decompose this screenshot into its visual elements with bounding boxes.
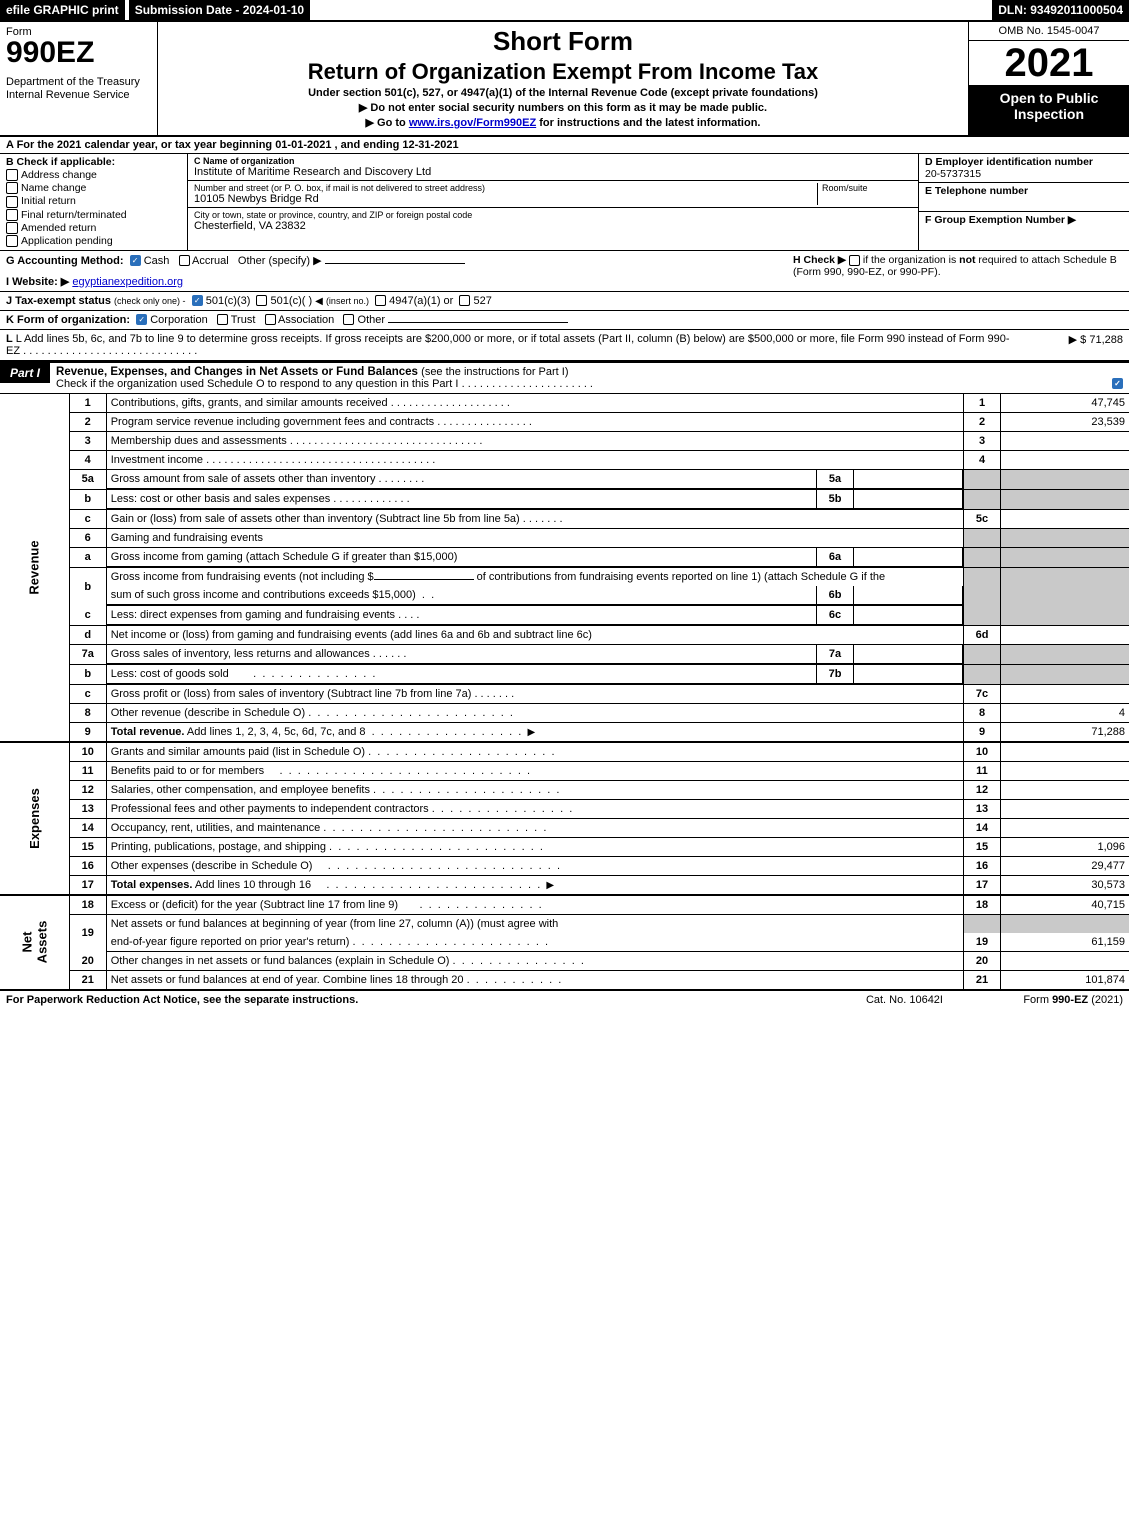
- submission-date: Submission Date - 2024-01-10: [129, 0, 310, 20]
- footer: For Paperwork Reduction Act Notice, see …: [0, 991, 1129, 1009]
- revenue-side-label: Revenue: [0, 394, 69, 742]
- line-7a: 7a Gross sales of inventory, less return…: [0, 644, 1129, 664]
- checkbox-schedule-o[interactable]: ✓: [1112, 378, 1123, 389]
- line-5a: 5a Gross amount from sale of assets othe…: [0, 469, 1129, 489]
- row-a-calendar-year: A For the 2021 calendar year, or tax yea…: [0, 137, 1129, 154]
- row-j-tax-exempt: J Tax-exempt status (check only one) - ✓…: [0, 292, 1129, 311]
- tax-year: 2021: [969, 41, 1129, 86]
- line-16: 16 Other expenses (describe in Schedule …: [0, 856, 1129, 875]
- checkbox-4947[interactable]: [375, 295, 386, 306]
- info-block: B Check if applicable: Address change Na…: [0, 154, 1129, 251]
- footer-left: For Paperwork Reduction Act Notice, see …: [6, 994, 866, 1006]
- expenses-side-label: Expenses: [0, 742, 69, 895]
- dept-label: Department of the Treasury Internal Reve…: [6, 76, 151, 101]
- telephone-row: E Telephone number: [919, 183, 1129, 212]
- footer-center: Cat. No. 10642I: [866, 994, 943, 1006]
- line-7b: b Less: cost of goods sold . . . . . . .…: [0, 664, 1129, 684]
- line-6b-2: sum of such gross income and contributio…: [0, 586, 1129, 606]
- header-left: Form 990EZ Department of the Treasury In…: [0, 22, 158, 135]
- section-c: C Name of organization Institute of Mari…: [188, 154, 918, 250]
- checkbox-schedule-b[interactable]: [849, 255, 860, 266]
- group-exemption-row: F Group Exemption Number ▶: [919, 212, 1129, 228]
- part-1-header: Part I Revenue, Expenses, and Changes in…: [0, 361, 1129, 394]
- checkbox-final-return[interactable]: [6, 209, 18, 221]
- checkbox-corporation[interactable]: ✓: [136, 314, 147, 325]
- dln-label: DLN: 93492011000504: [992, 0, 1129, 20]
- city-row: City or town, state or province, country…: [188, 208, 918, 234]
- line-9: 9 Total revenue. Add lines 1, 2, 3, 4, 5…: [0, 722, 1129, 742]
- line-4: 4 Investment income . . . . . . . . . . …: [0, 450, 1129, 469]
- header-sub2: ▶ Do not enter social security numbers o…: [164, 101, 962, 114]
- form-header: Form 990EZ Department of the Treasury In…: [0, 22, 1129, 137]
- section-b: B Check if applicable: Address change Na…: [0, 154, 188, 250]
- irs-link[interactable]: www.irs.gov/Form990EZ: [409, 117, 536, 129]
- line-11: 11 Benefits paid to or for members . . .…: [0, 761, 1129, 780]
- line-5c: c Gain or (loss) from sale of assets oth…: [0, 509, 1129, 528]
- accounting-method-label: G Accounting Method:: [6, 255, 124, 267]
- line-2: 2 Program service revenue including gove…: [0, 412, 1129, 431]
- street-row: Number and street (or P. O. box, if mail…: [188, 181, 918, 208]
- part-1-title: Revenue, Expenses, and Changes in Net As…: [50, 363, 1129, 393]
- line-15: 15 Printing, publications, postage, and …: [0, 837, 1129, 856]
- part-1-table: Revenue 1 Contributions, gifts, grants, …: [0, 394, 1129, 991]
- line-19-a: 19 Net assets or fund balances at beginn…: [0, 914, 1129, 933]
- website-label: I Website: ▶: [6, 276, 69, 288]
- line-6d: d Net income or (loss) from gaming and f…: [0, 625, 1129, 644]
- line-19-b: end-of-year figure reported on prior yea…: [0, 933, 1129, 952]
- line-3: 3 Membership dues and assessments . . . …: [0, 431, 1129, 450]
- row-k-form-org: K Form of organization: ✓ Corporation Tr…: [0, 311, 1129, 330]
- checkbox-trust[interactable]: [217, 314, 228, 325]
- checkbox-cash[interactable]: ✓: [130, 255, 141, 266]
- checkbox-initial-return[interactable]: [6, 196, 18, 208]
- row-h: H Check ▶ if the organization is not req…: [783, 254, 1123, 288]
- main-title: Return of Organization Exempt From Incom…: [164, 59, 962, 85]
- checkbox-amended-return[interactable]: [6, 222, 18, 234]
- checkbox-accrual[interactable]: [179, 255, 190, 266]
- part-1-tab: Part I: [0, 363, 50, 383]
- line-1: Revenue 1 Contributions, gifts, grants, …: [0, 394, 1129, 413]
- checkbox-501c3[interactable]: ✓: [192, 295, 203, 306]
- header-sub3: ▶ Go to www.irs.gov/Form990EZ for instru…: [164, 116, 962, 129]
- line-10: Expenses 10 Grants and similar amounts p…: [0, 742, 1129, 762]
- line-6: 6 Gaming and fundraising events: [0, 528, 1129, 547]
- line-7c: c Gross profit or (loss) from sales of i…: [0, 684, 1129, 703]
- line-17: 17 Total expenses. Add lines 10 through …: [0, 875, 1129, 895]
- line-20: 20 Other changes in net assets or fund b…: [0, 951, 1129, 970]
- line-6c: c Less: direct expenses from gaming and …: [0, 605, 1129, 625]
- net-assets-side-label: Net Assets: [0, 895, 69, 990]
- line-13: 13 Professional fees and other payments …: [0, 799, 1129, 818]
- ein-row: D Employer identification number 20-5737…: [919, 154, 1129, 183]
- checkbox-name-change[interactable]: [6, 182, 18, 194]
- line-5b: b Less: cost or other basis and sales ex…: [0, 489, 1129, 509]
- omb-number: OMB No. 1545-0047: [969, 22, 1129, 41]
- efile-label: efile GRAPHIC print: [0, 0, 125, 20]
- open-public-inspection: Open to Public Inspection: [969, 86, 1129, 135]
- checkbox-application-pending[interactable]: [6, 235, 18, 247]
- line-6a: a Gross income from gaming (attach Sched…: [0, 547, 1129, 567]
- footer-right: Form 990-EZ (2021): [943, 994, 1123, 1006]
- checkbox-address-change[interactable]: [6, 169, 18, 181]
- line-12: 12 Salaries, other compensation, and emp…: [0, 780, 1129, 799]
- row-l-gross-receipts: L L Add lines 5b, 6c, and 7b to line 9 t…: [0, 330, 1129, 361]
- website-link[interactable]: egyptianexpedition.org: [72, 276, 183, 288]
- checkbox-501c[interactable]: [256, 295, 267, 306]
- line-8: 8 Other revenue (describe in Schedule O)…: [0, 703, 1129, 722]
- org-name-row: C Name of organization Institute of Mari…: [188, 154, 918, 181]
- section-def: D Employer identification number 20-5737…: [918, 154, 1129, 250]
- header-center: Short Form Return of Organization Exempt…: [158, 22, 968, 135]
- top-bar: efile GRAPHIC print Submission Date - 20…: [0, 0, 1129, 22]
- checkbox-association[interactable]: [265, 314, 276, 325]
- header-sub1: Under section 501(c), 527, or 4947(a)(1)…: [164, 87, 962, 99]
- row-g-h: G Accounting Method: ✓ Cash Accrual Othe…: [0, 251, 1129, 292]
- header-right: OMB No. 1545-0047 2021 Open to Public In…: [968, 22, 1129, 135]
- line-21: 21 Net assets or fund balances at end of…: [0, 970, 1129, 990]
- checkbox-527[interactable]: [459, 295, 470, 306]
- form-number: 990EZ: [6, 36, 151, 70]
- line-18: Net Assets 18 Excess or (deficit) for th…: [0, 895, 1129, 915]
- checkbox-other-org[interactable]: [343, 314, 354, 325]
- line-14: 14 Occupancy, rent, utilities, and maint…: [0, 818, 1129, 837]
- short-form-title: Short Form: [164, 26, 962, 57]
- line-6b: b Gross income from fundraising events (…: [0, 567, 1129, 586]
